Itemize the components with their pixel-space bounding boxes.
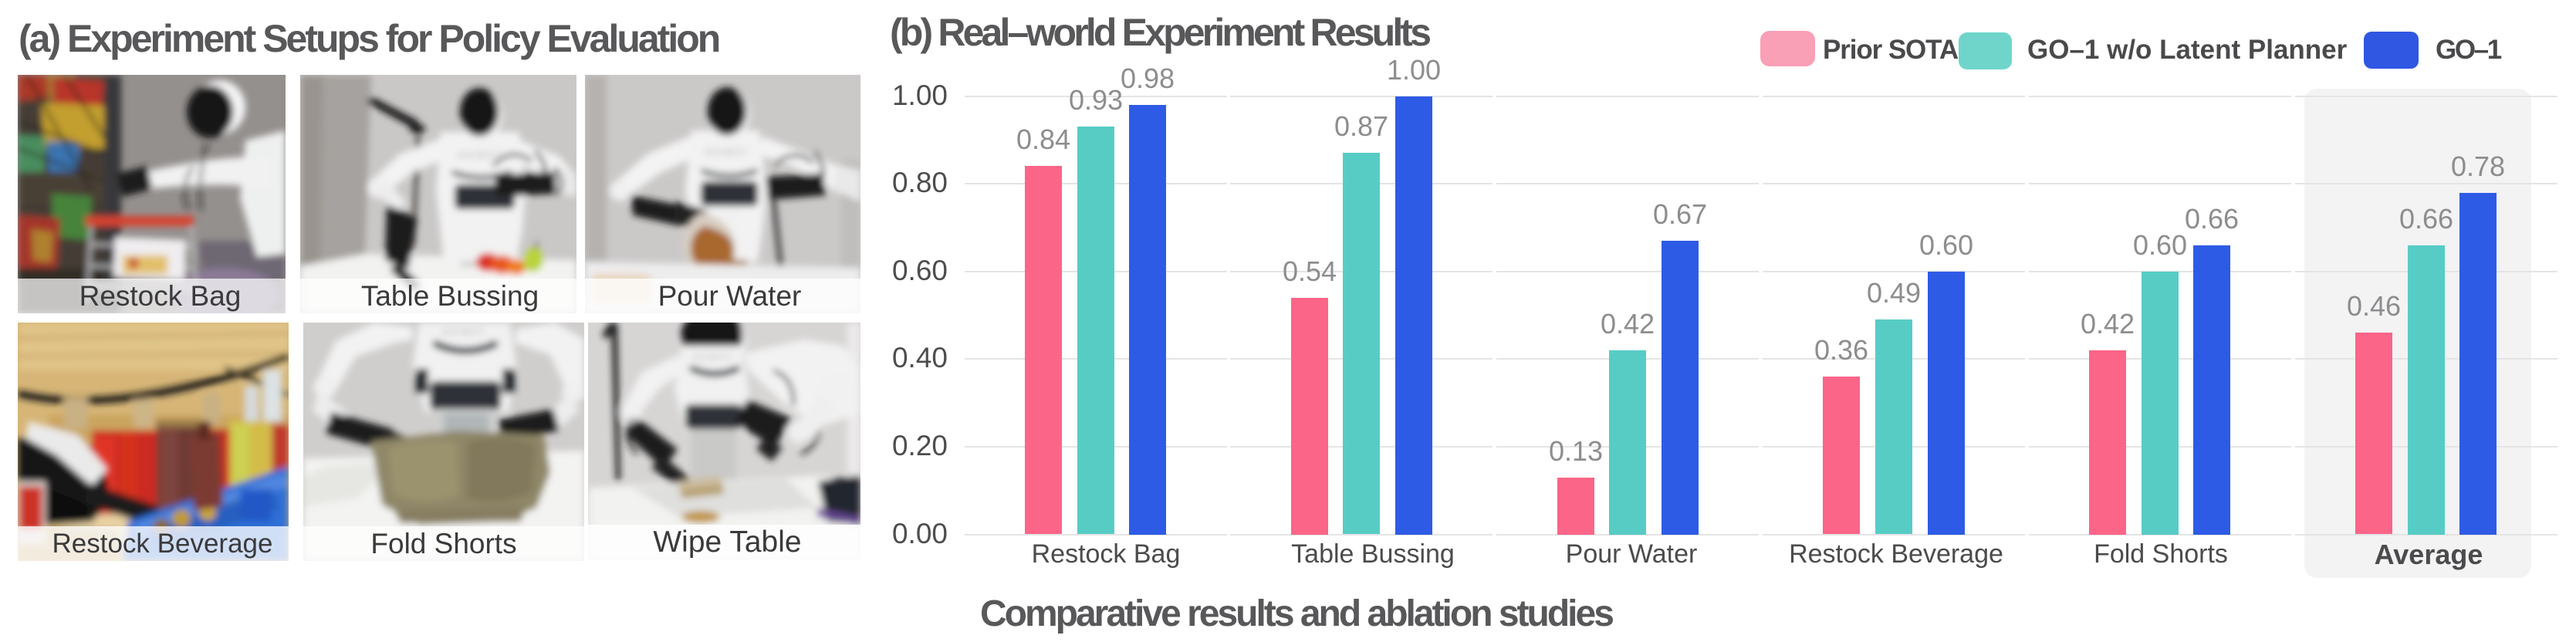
svg-text:AGIBOT: AGIBOT xyxy=(442,326,486,337)
svg-text:AGIBOT: AGIBOT xyxy=(458,150,502,160)
svg-text:AGIBOT: AGIBOT xyxy=(705,147,749,157)
svg-text:AGIBOT: AGIBOT xyxy=(692,353,734,362)
